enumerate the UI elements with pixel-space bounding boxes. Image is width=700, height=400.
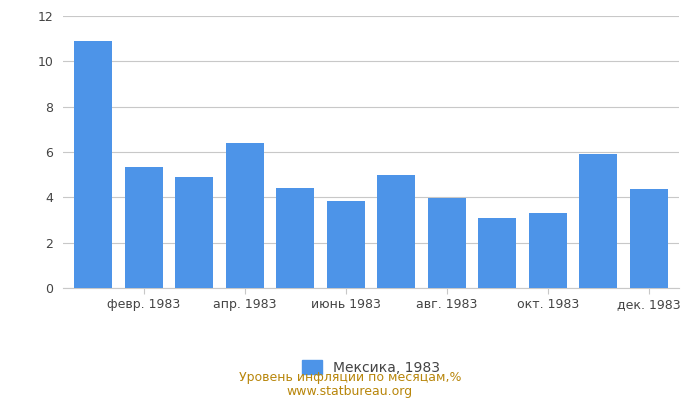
Text: Уровень инфляции по месяцам,%: Уровень инфляции по месяцам,% [239,372,461,384]
Bar [580,154,617,288]
Bar [528,213,567,288]
Bar [74,41,112,288]
Bar [630,190,668,288]
Bar [478,218,516,288]
Bar [125,167,162,288]
Bar [428,198,466,288]
Bar [327,201,365,288]
Text: www.statbureau.org: www.statbureau.org [287,385,413,398]
Bar [276,188,314,288]
Bar [175,177,214,288]
Legend: Мексика, 1983: Мексика, 1983 [296,355,446,380]
Bar [377,175,415,288]
Bar [226,143,264,288]
